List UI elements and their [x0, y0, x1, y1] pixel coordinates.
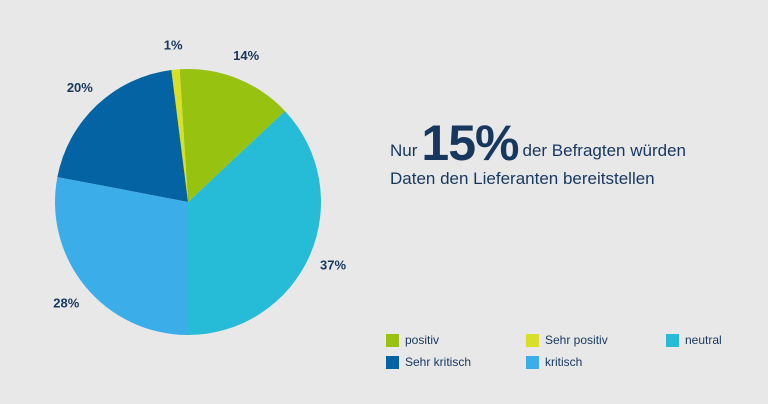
slice-label-neutral: 37%: [320, 258, 346, 273]
legend-swatch: [386, 355, 399, 369]
legend-item-positiv: positiv: [386, 333, 439, 347]
slice-label-sehr-positiv: 1%: [164, 38, 183, 53]
pie-slice-neutral: [188, 110, 321, 336]
legend-label: neutral: [685, 333, 722, 347]
pie-slice-kritisch: [54, 177, 188, 336]
legend-item-kritisch: kritisch: [526, 355, 582, 369]
slice-label-sehr-kritisch: 20%: [67, 80, 93, 95]
legend-item-neutral: neutral: [666, 333, 722, 347]
legend-swatch: [526, 355, 539, 369]
slice-label-positiv: 14%: [233, 48, 259, 63]
legend-label: Sehr kritisch: [405, 355, 472, 369]
headline-line-1: Nur15% der Befragten würden: [390, 118, 760, 168]
slice-label-kritisch: 28%: [53, 296, 79, 311]
chart-legend: positiv Sehr positiv neutral Sehr kritis…: [386, 333, 756, 377]
legend-swatch: [526, 333, 539, 347]
legend-label: positiv: [405, 333, 440, 347]
headline-line-2: Daten den Lieferanten bereitstellen: [390, 169, 655, 188]
headline-suffix: der Befragten würden: [522, 141, 686, 160]
headline-highlight: 15%: [421, 115, 519, 171]
legend-label: Sehr positiv: [545, 333, 608, 347]
headline-prefix: Nur: [390, 141, 418, 160]
legend-item-sehr-positiv: Sehr positiv: [526, 333, 608, 347]
headline: Nur15% der Befragten würden Daten den Lie…: [390, 118, 760, 190]
pie-chart: 37% 14% 1% 20% 28%: [53, 38, 346, 336]
legend-swatch: [386, 333, 399, 347]
legend-item-sehr-kritisch: Sehr kritisch: [386, 355, 471, 369]
legend-label: kritisch: [545, 355, 583, 369]
pie-slice-sehr-kritisch: [57, 70, 188, 203]
pie-slice-positiv: [179, 69, 285, 202]
legend-swatch: [666, 333, 679, 347]
pie-slice-sehr-positiv: [171, 69, 188, 202]
